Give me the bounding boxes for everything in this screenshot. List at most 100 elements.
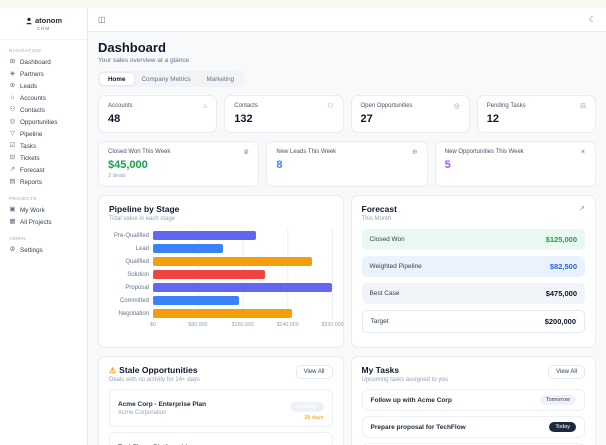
chart-bar xyxy=(153,269,265,280)
pipeline-x-axis: $0 $80,000 $160,000 $240,000 $320,000 xyxy=(150,322,344,331)
accounts-icon: ⌂ xyxy=(10,93,15,101)
stat-card-head: Closed Won This Week ♛ xyxy=(108,149,249,156)
stale-list: Acme Corp - Enterprise Plan Acme Corporat… xyxy=(109,389,333,445)
sidebar-item-label: Accounts xyxy=(20,94,46,102)
stat-label: Closed Won This Week xyxy=(108,149,171,155)
sidebar-item-label: All Projects xyxy=(20,218,52,226)
sidebar-item-label: Leads xyxy=(20,82,38,90)
stat-card: Pending Tasks ⊟ 12 xyxy=(476,95,596,133)
tasks-view-all-button[interactable]: View All xyxy=(548,365,585,379)
task-due-badge: Tomorrow xyxy=(539,395,576,405)
stat-label: Pending Tasks xyxy=(486,103,526,109)
sidebar-item-pipeline[interactable]: ▽ Pipeline xyxy=(0,128,87,140)
chart-x-tick: $320,000 xyxy=(321,322,344,328)
sidebar-item-label: Reports xyxy=(20,178,43,186)
sidebar-item-forecast[interactable]: ↗ Forecast xyxy=(0,164,87,176)
chart-bar-row xyxy=(153,307,332,320)
pipeline-chart: Pre-Qualified Lead Qualified Solution Propos… xyxy=(109,229,333,320)
stat-value: 27 xyxy=(360,113,373,125)
pipeline-icon: ▽ xyxy=(10,129,15,137)
stale-subtitle: Deals with no activity for 14+ days xyxy=(109,377,200,383)
sidebar-toggle-icon[interactable]: ◫ xyxy=(98,14,106,24)
stat-value: 132 xyxy=(234,113,253,125)
sidebar-item-label: Pipeline xyxy=(20,130,43,138)
tasks-list: Follow up with Acme Corp Tomorrow Prepare … xyxy=(361,389,585,445)
stat-card: New Opportunities This Week ✶ 5 xyxy=(434,141,596,187)
sidebar-item-label: Dashboard xyxy=(20,58,51,66)
stale-view-all-button[interactable]: View All xyxy=(295,365,333,379)
pipeline-title: Pipeline by Stage xyxy=(109,204,180,214)
sidebar-item-tasks[interactable]: ☑ Tasks xyxy=(0,140,87,152)
stage-badge: Qualified xyxy=(289,402,324,412)
chart-category-label: Committed xyxy=(119,297,149,304)
tab-home[interactable]: Home xyxy=(100,73,134,85)
sidebar-item-my-work[interactable]: ▣ My Work xyxy=(0,204,87,216)
stat-card-head: New Leads This Week ⊕ xyxy=(276,149,417,156)
chart-category-label: Lead xyxy=(135,245,149,252)
chart-category-label: Pre-Qualified xyxy=(113,232,149,239)
topbar: ◫ ☾ xyxy=(88,8,606,32)
chart-category-label: Solution xyxy=(127,271,149,278)
brand-subtitle: CRM xyxy=(36,26,51,31)
task-name: Follow up with Acme Corp xyxy=(370,396,452,404)
sidebar-item-contacts[interactable]: ⚇ Contacts xyxy=(0,104,87,116)
chart-bar xyxy=(153,295,240,306)
logo[interactable]: atonom CRM xyxy=(0,14,87,40)
chart-x-tick: $160,000 xyxy=(231,322,254,328)
stale-opportunity-row[interactable]: TechFlow - Platform LicenseTechFlow Solu… xyxy=(109,432,333,445)
opportunity-name: TechFlow - Platform License xyxy=(118,444,206,445)
my-work-icon: ▣ xyxy=(9,205,16,213)
sidebar-item-reports[interactable]: ▤ Reports xyxy=(0,176,87,188)
sidebar-item-accounts[interactable]: ⌂ Accounts xyxy=(0,92,87,104)
chart-bar xyxy=(153,308,293,319)
sidebar: atonom CRM Navigation ⊞ Dashboard ◈ Partners… xyxy=(0,8,88,445)
task-row[interactable]: Prepare proposal for TechFlow Today xyxy=(361,416,585,438)
sidebar-item-dashboard[interactable]: ⊞ Dashboard xyxy=(0,56,87,68)
dashboard-icon: ⊞ xyxy=(9,57,16,65)
chart-bar-row xyxy=(153,268,332,281)
contacts-icon: ⚇ xyxy=(9,105,16,113)
days-stale: 28 days xyxy=(304,415,324,421)
stale-opportunity-meta: Proposal21 days xyxy=(290,438,324,445)
opportunity-name: Acme Corp - Enterprise Plan xyxy=(118,400,207,408)
task-row[interactable]: Follow up with Acme Corp Tomorrow xyxy=(361,389,585,411)
all-projects-icon: ▦ xyxy=(9,217,16,225)
pipeline-subtitle: Total value in each stage xyxy=(109,216,176,222)
forecast-row-weighted-pipeline: Weighted Pipeline $82,500 xyxy=(361,256,585,277)
user-plus-icon: ⊕ xyxy=(411,149,418,156)
tab-marketing[interactable]: Marketing xyxy=(206,75,235,83)
tasks-subtitle: Upcoming tasks assigned to you xyxy=(361,377,448,383)
sidebar-item-opportunities[interactable]: ◎ Opportunities xyxy=(0,116,87,128)
atonom-logo-icon xyxy=(26,17,32,24)
sidebar-item-settings[interactable]: ⚙ Settings xyxy=(0,244,87,256)
forecast-icon: ↗ xyxy=(9,165,16,173)
sidebar-item-leads[interactable]: ⊕ Leads xyxy=(0,80,87,92)
forecast-row-value: $125,000 xyxy=(545,235,577,244)
stat-card-head: Pending Tasks ⊟ xyxy=(487,103,586,110)
chart-bar-row xyxy=(153,229,332,242)
nav-section-label: Admin xyxy=(9,236,26,241)
tasks-title: My Tasks xyxy=(361,365,400,375)
stat-card: Accounts ⌂ 48 xyxy=(98,95,218,133)
forecast-row-label: Best Case xyxy=(369,290,400,297)
sidebar-item-label: Tickets xyxy=(20,154,40,162)
nav-section-label: Projects xyxy=(9,196,38,201)
stat-value: 5 xyxy=(444,159,451,171)
sidebar-item-all-projects[interactable]: ▦ All Projects xyxy=(0,216,87,228)
users-icon: ⚇ xyxy=(327,103,334,110)
trending-up-icon: ↗ xyxy=(578,204,585,213)
sidebar-item-tickets[interactable]: ⊟ Tickets xyxy=(0,152,87,164)
brand-name: atonom xyxy=(34,16,63,25)
theme-toggle-icon[interactable]: ☾ xyxy=(588,14,596,24)
forecast-row-closed-won: Closed Won $125,000 xyxy=(361,229,585,250)
forecast-row-target: Target $200,000 xyxy=(361,310,585,333)
stat-sub: 3 deals xyxy=(108,173,126,179)
stat-card: New Leads This Week ⊕ 8 xyxy=(266,141,428,187)
page-title: Dashboard xyxy=(98,40,166,55)
sidebar-item-label: Partners xyxy=(20,70,44,78)
tab-company-metrics[interactable]: Company Metrics xyxy=(141,75,191,83)
forecast-row-value: $82,500 xyxy=(549,262,577,271)
sidebar-item-partners[interactable]: ◈ Partners xyxy=(0,68,87,80)
stale-opportunity-row[interactable]: Acme Corp - Enterprise Plan Acme Corporat… xyxy=(109,389,333,427)
stat-label: Open Opportunities xyxy=(360,103,413,109)
